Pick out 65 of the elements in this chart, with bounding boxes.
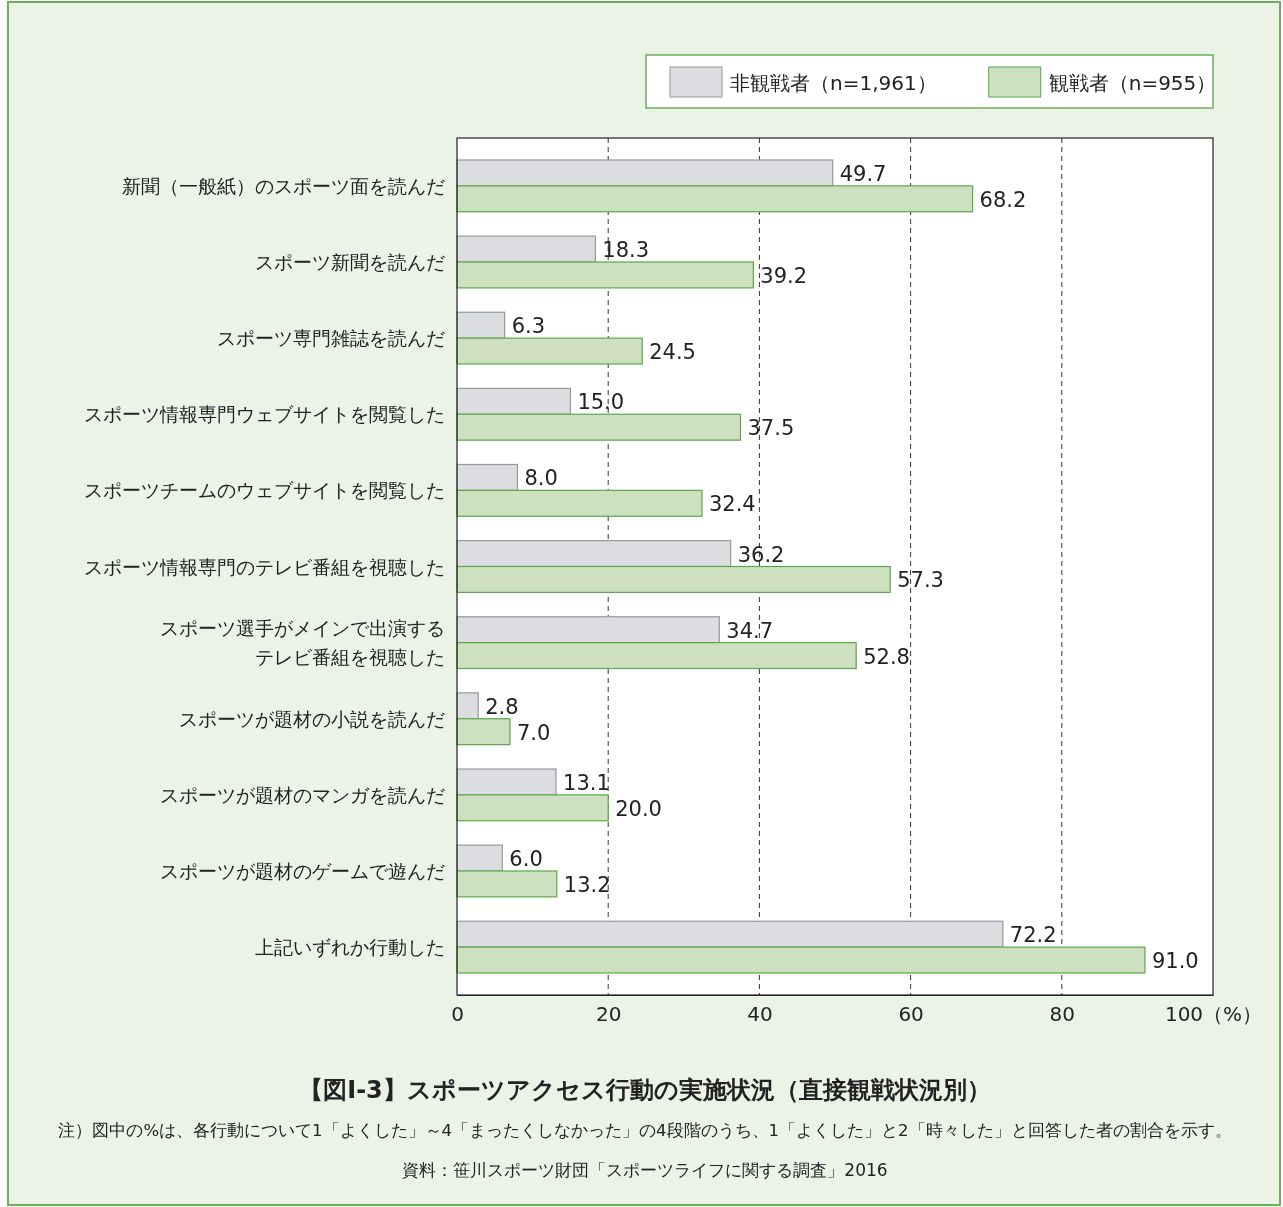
bar	[456, 185, 974, 213]
text: 資料：笹川スポーツ財団「スポーツライフに関する調査」2016	[402, 1160, 888, 1180]
bar	[456, 413, 742, 441]
bar	[456, 463, 519, 491]
x-tick-label: 20	[595, 1002, 622, 1027]
bar	[456, 768, 557, 796]
x-tick-label: 60	[898, 1002, 924, 1027]
y-tick-label: スポーツ選手がメインで出演するテレビ番組を視聴した	[160, 617, 445, 669]
bar	[456, 387, 571, 415]
bar	[456, 337, 643, 365]
data-label: 8.0	[524, 466, 558, 491]
data-label: 24.5	[649, 340, 696, 365]
bar	[456, 844, 503, 872]
data-label: 15.0	[577, 390, 625, 415]
bar	[456, 920, 1004, 948]
y-tick-label: スポーツが題材のゲームで遊んだ	[160, 859, 445, 882]
x-tick-label: 100（%）	[1164, 1002, 1263, 1027]
y-tick-label: スポーツチームのウェブサイトを閲覧した	[84, 479, 445, 502]
data-label: 18.3	[602, 238, 650, 263]
data-label: 2.8	[485, 694, 519, 719]
bar	[456, 540, 732, 568]
data-label: 68.2	[979, 187, 1027, 212]
y-tick-label: スポーツ情報専門のテレビ番組を視聴した	[84, 555, 445, 578]
data-label: 36.2	[737, 542, 785, 567]
bar	[456, 870, 558, 898]
y-tick-label: スポーツ専門雑誌を読んだ	[217, 327, 445, 350]
bar	[456, 489, 703, 517]
bar	[456, 235, 596, 263]
bar	[456, 794, 609, 822]
bar	[456, 946, 1146, 974]
bar	[456, 718, 511, 746]
y-tick-label: スポーツ情報専門ウェブサイトを閲覧した	[84, 403, 445, 426]
data-label: 6.0	[509, 847, 543, 872]
data-label: 52.8	[863, 644, 910, 669]
y-tick-label: スポーツが題材のマンガを読んだ	[160, 783, 445, 806]
data-label: 13.1	[563, 770, 610, 795]
text: 注）図中の%は、各行動について1「よくした」～4「まったくしなかった」の4段階のうち、1「よくした」と2「時々した」と回答した者の割合を示す。	[58, 1121, 1232, 1140]
y-tick-label: スポーツ新聞を読んだ	[255, 251, 445, 274]
x-tick-label: 40	[747, 1002, 773, 1027]
data-label: 13.2	[563, 872, 611, 897]
y-tick-label: 新聞（一般紙）のスポーツ面を読んだ	[122, 174, 445, 197]
bar	[456, 642, 857, 670]
data-label: 72.2	[1009, 923, 1057, 948]
legend-label: 観戦者（n=955）	[1048, 71, 1217, 95]
data-label: 39.2	[760, 263, 808, 288]
x-tick-label: 80	[1049, 1002, 1076, 1027]
data-label: 37.5	[747, 416, 795, 441]
data-label: 57.3	[897, 568, 944, 593]
data-label: 7.0	[516, 720, 551, 745]
bar	[456, 565, 891, 593]
legend-label: 非観戦者（n=1,961）	[730, 71, 937, 95]
data-label: 34.7	[726, 618, 774, 643]
y-tick-label: スポーツが題材の小説を読んだ	[179, 707, 445, 730]
y-tick-label: 上記いずれか行動した	[255, 936, 445, 959]
text: 【図I-3】スポーツアクセス行動の実施状況（直接観戦状況別）	[299, 1076, 991, 1104]
data-label: 91.0	[1151, 949, 1199, 974]
data-label: 20.0	[615, 796, 662, 821]
data-label: 32.4	[708, 492, 756, 517]
bar	[456, 692, 479, 720]
bar	[456, 616, 720, 644]
data-label: 49.7	[839, 161, 887, 186]
data-label: 6.3	[511, 314, 546, 339]
x-tick-label: 0	[451, 1002, 464, 1027]
bar	[456, 159, 834, 187]
bar	[456, 261, 754, 289]
